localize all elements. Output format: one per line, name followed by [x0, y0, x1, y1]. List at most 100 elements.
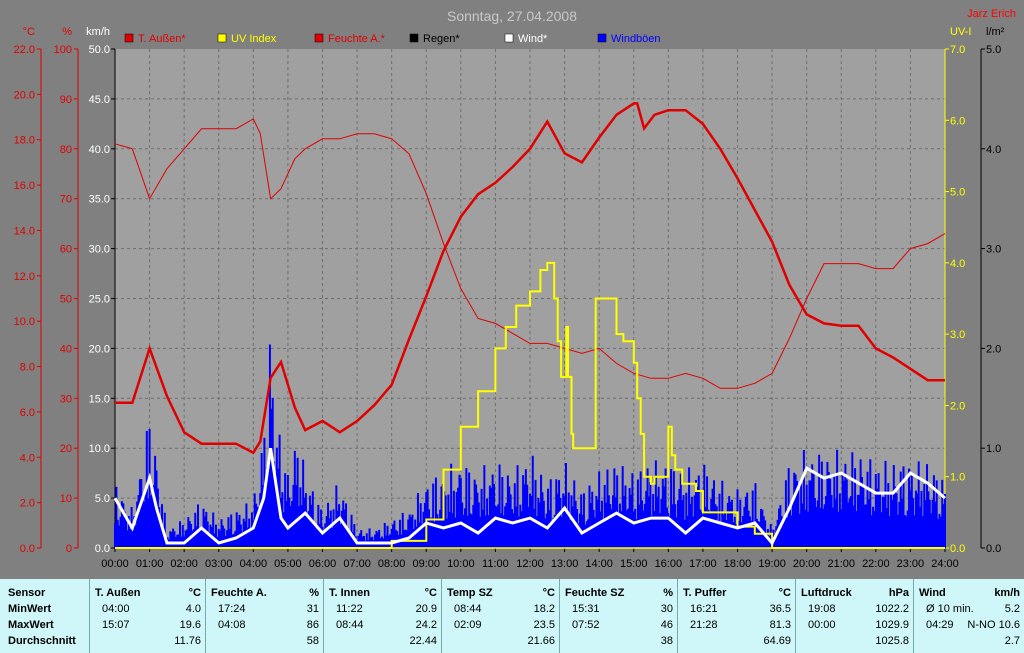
x-tick-label: 18:00	[724, 558, 752, 570]
series-group	[113, 102, 946, 549]
row-label-sensor: Sensor	[8, 587, 46, 599]
stats-min-value: 20.9	[415, 603, 437, 615]
stats-column: Temp SZ °C 08:44 18.2 02:09 23.5 21.66	[441, 579, 560, 653]
stats-unit: °C	[542, 587, 555, 599]
hum-tick-label: 30	[60, 393, 72, 405]
legend-swatch	[124, 33, 134, 43]
stats-max-time: 04:08	[218, 619, 246, 631]
rain-tick-label: 4.0	[986, 144, 1001, 156]
stats-sensor-name: Feuchte SZ	[565, 587, 625, 599]
stats-unit: °C	[778, 587, 791, 599]
x-tick-label: 00:00	[101, 558, 129, 570]
stats-min-time: Ø 10 min.	[926, 603, 974, 615]
stats-sensor-name: T. Puffer	[683, 587, 727, 599]
legend-label: UV Index	[231, 33, 277, 45]
legend-label: Wind*	[518, 33, 548, 45]
wind-tick-label: 30.0	[89, 244, 110, 256]
wind-tick-label: 0.0	[95, 543, 110, 555]
stats-max-time: 07:52	[572, 619, 600, 631]
x-tick-label: 14:00	[585, 558, 613, 570]
legend-swatch	[217, 33, 227, 43]
x-tick-label: 10:00	[447, 558, 475, 570]
hum-tick-label: 80	[60, 144, 72, 156]
x-tick-label: 20:00	[793, 558, 821, 570]
hum-tick-label: 60	[60, 244, 72, 256]
stats-unit: hPa	[888, 587, 909, 599]
stats-sensor-name: Wind	[919, 587, 946, 599]
hum-tick-label: 0	[66, 543, 72, 555]
x-tick-label: 22:00	[862, 558, 890, 570]
stats-column: Wind km/h Ø 10 min. 5.2 04:29 N-NO 10.6 2.7	[913, 579, 1024, 653]
legend-label: T. Außen*	[138, 33, 186, 45]
chart-title: Sonntag, 27.04.2008	[447, 8, 577, 24]
rain-tick-label: 5.0	[986, 44, 1001, 56]
wind-tick-label: 45.0	[89, 94, 110, 106]
stats-max-value: 1029.9	[875, 619, 909, 631]
x-tick-label: 08:00	[378, 558, 406, 570]
temp-tick-label: 18.0	[14, 135, 35, 147]
wind-axis-unit: km/h	[86, 26, 110, 38]
stats-min-time: 17:24	[218, 603, 246, 615]
temp-axis-unit: °C	[23, 26, 35, 38]
x-tick-label: 15:00	[620, 558, 648, 570]
axes: °C 0.0 2.0 4.0 6.0 8.0 10.0 12.0 14.0 16.0 18.0 20.…	[14, 26, 1005, 570]
wind-tick-label: 50.0	[89, 44, 110, 56]
rain-axis-unit: l/m²	[986, 26, 1005, 38]
stats-max-time: 08:44	[336, 619, 364, 631]
uv-tick-label: 1.0	[950, 472, 965, 484]
legend-swatch	[314, 33, 324, 43]
temp-tick-label: 8.0	[20, 362, 35, 374]
stats-unit: %	[663, 587, 673, 599]
wind-tick-label: 15.0	[89, 393, 110, 405]
hum-tick-label: 20	[60, 443, 72, 455]
hum-tick-label: 40	[60, 343, 72, 355]
temp-tick-label: 16.0	[14, 180, 35, 192]
stats-unit: %	[309, 587, 319, 599]
stats-average: 11.76	[174, 635, 201, 647]
stats-max-time: 21:28	[690, 619, 718, 631]
wind-line	[113, 447, 946, 546]
x-tick-label: 09:00	[412, 558, 440, 570]
stats-min-value: 4.0	[185, 603, 201, 615]
stats-average: 64.69	[763, 635, 791, 647]
x-tick-label: 12:00	[516, 558, 544, 570]
uv-tick-label: 2.0	[950, 400, 965, 412]
wind-tick-label: 40.0	[89, 144, 110, 156]
stats-max-value: 23.5	[533, 619, 555, 631]
stats-unit: km/h	[994, 587, 1020, 599]
hum-tick-label: 70	[60, 194, 72, 206]
temp-tick-label: 10.0	[14, 316, 35, 328]
weather-chart: Sonntag, 27.04.2008 Jarz Erich T. Außen*…	[0, 0, 1024, 579]
row-label-avg: Durchschnitt	[8, 635, 76, 647]
stats-min-value: 30	[660, 603, 673, 615]
legend-swatch	[409, 33, 419, 43]
feuchte-line	[114, 118, 946, 389]
row-label-max: MaxWert	[8, 619, 54, 631]
stats-min-time: 15:31	[572, 603, 600, 615]
stats-sensor-name: Feuchte A.	[211, 587, 267, 599]
uv-tick-label: 0.0	[950, 543, 965, 555]
temp-tick-label: 4.0	[20, 452, 35, 464]
uv-tick-label: 6.0	[950, 115, 965, 127]
stats-min-value: 5.2	[1004, 603, 1020, 615]
x-tick-label: 03:00	[205, 558, 233, 570]
x-tick-label: 02:00	[170, 558, 198, 570]
temp-tick-label: 2.0	[20, 498, 35, 510]
rain-tick-label: 0.0	[986, 543, 1001, 555]
rain-tick-label: 3.0	[986, 244, 1001, 256]
stats-min-time: 11:22	[336, 603, 363, 615]
stats-sensor-name: T. Außen	[95, 587, 141, 599]
uv-tick-label: 7.0	[950, 44, 965, 56]
hum-tick-label: 10	[60, 493, 72, 505]
wind-tick-label: 10.0	[89, 443, 110, 455]
x-tick-label: 04:00	[240, 558, 268, 570]
stats-min-time: 19:08	[808, 603, 836, 615]
stats-max-time: 02:09	[454, 619, 482, 631]
rain-tick-label: 1.0	[986, 443, 1001, 455]
stats-min-time: 04:00	[102, 603, 130, 615]
uv-tick-label: 4.0	[950, 258, 965, 270]
temp-tick-label: 0.0	[20, 543, 35, 555]
stats-min-value: 18.2	[533, 603, 555, 615]
stats-max-value: 81.3	[769, 619, 791, 631]
stats-min-time: 08:44	[454, 603, 482, 615]
